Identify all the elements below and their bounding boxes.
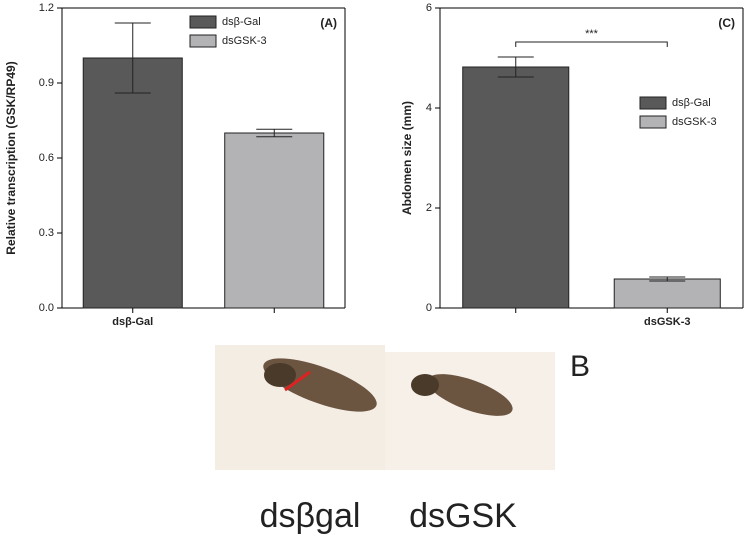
significance-label: *** (585, 28, 599, 40)
photo-caption: dsβgal (260, 497, 361, 535)
mosquito-thorax (411, 374, 439, 396)
error-bar (649, 276, 686, 282)
photo-caption: dsGSK (409, 497, 517, 535)
photo-panel: B dsβgal dsGSK (215, 345, 590, 535)
y-axis-label: Relative transcription (GSK/RP49) (4, 61, 18, 254)
x-tick-label: dsβ-Gal (112, 316, 153, 328)
error-bar (497, 56, 534, 78)
error-bar (114, 22, 151, 94)
photo-placeholder (385, 352, 555, 470)
legend-label: dsβ-Gal (222, 16, 261, 28)
x-tick-label: dsGSK-3 (644, 316, 690, 328)
y-tick-label: 1.2 (39, 2, 54, 14)
error-bar (256, 128, 293, 138)
panel-label: (C) (718, 16, 735, 30)
legend-label: dsGSK-3 (672, 116, 717, 128)
y-tick-label: 0.6 (39, 152, 54, 164)
mosquito-thorax (264, 363, 296, 387)
measure-line (284, 370, 311, 392)
y-tick-label: 0 (426, 302, 432, 314)
significance-bracket (515, 41, 668, 47)
bar (462, 66, 570, 309)
legend-swatch (189, 34, 217, 48)
y-axis-label: Abdomen size (mm) (400, 101, 414, 215)
legend-label: dsGSK-3 (222, 35, 267, 47)
y-tick-label: 0.9 (39, 77, 54, 89)
bar (82, 57, 183, 309)
y-tick-label: 4 (426, 102, 432, 114)
legend-swatch (639, 96, 667, 110)
panel-label: B (570, 350, 590, 383)
bar (613, 278, 721, 309)
mosquito-body (427, 374, 513, 416)
legend-label: dsβ-Gal (672, 97, 711, 109)
y-tick-label: 2 (426, 202, 432, 214)
legend-swatch (639, 115, 667, 129)
y-tick-label: 0.3 (39, 227, 54, 239)
legend-swatch (189, 15, 217, 29)
y-tick-label: 0.0 (39, 302, 54, 314)
y-tick-label: 6 (426, 2, 432, 14)
panel-label: (A) (320, 16, 337, 30)
bar (224, 132, 325, 309)
